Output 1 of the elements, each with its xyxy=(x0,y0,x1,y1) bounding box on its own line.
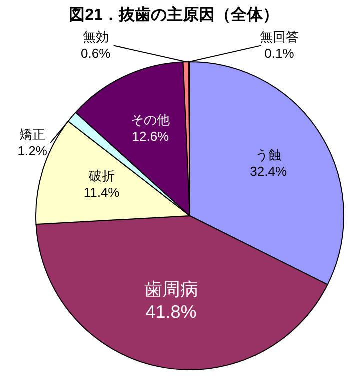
title: 図21．抜歯の主原因（全体） xyxy=(69,7,279,24)
